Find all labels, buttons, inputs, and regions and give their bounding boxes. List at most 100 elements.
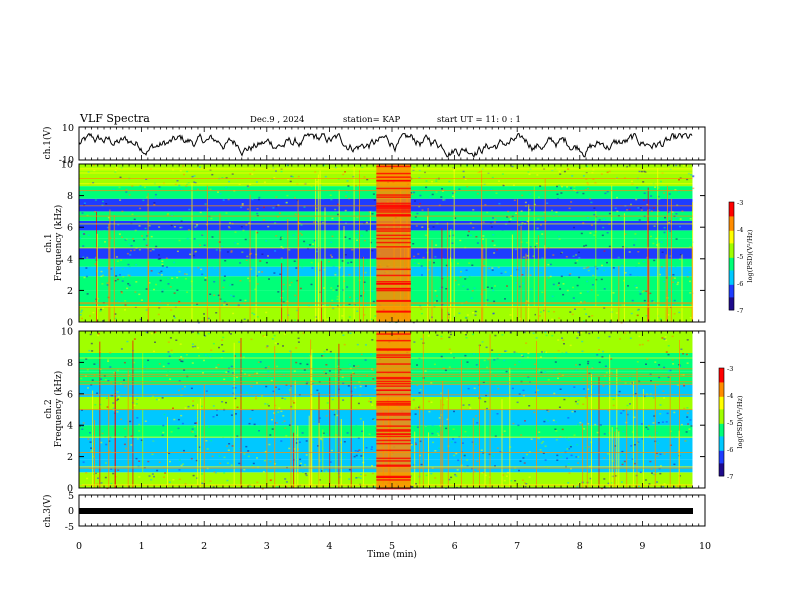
- spectrogram-streak: [647, 187, 649, 322]
- spectrogram-speckle: [256, 457, 258, 459]
- spectrogram-speckle: [521, 274, 524, 276]
- spectrogram-speckle: [527, 164, 530, 166]
- spectrogram-streak: [294, 380, 296, 488]
- spectrogram-streak: [297, 199, 299, 322]
- spectrogram-speckle: [225, 212, 228, 214]
- spectrogram-speckle: [662, 288, 664, 290]
- spectrogram-speckle: [258, 196, 261, 199]
- spectrogram-speckle: [246, 289, 249, 291]
- spectrogram-speckle: [585, 244, 588, 247]
- spectrogram-speckle: [267, 376, 270, 378]
- spectrogram-speckle: [124, 385, 127, 388]
- spectrogram-speckle: [457, 459, 460, 462]
- spectrogram-speckle: [79, 425, 82, 427]
- spectrogram-streak: [485, 238, 487, 322]
- spectrogram-speckle: [451, 195, 454, 198]
- spectrogram-speckle: [563, 170, 566, 173]
- spectrogram-speckle: [242, 461, 245, 463]
- spectrogram-speckle: [360, 429, 362, 431]
- spectrogram-speckle: [411, 485, 414, 488]
- spectrogram-speckle: [502, 184, 505, 187]
- spectrogram-streak: [481, 170, 483, 322]
- spectrogram-burst-line: [376, 241, 411, 244]
- spectrogram-speckle: [203, 273, 205, 276]
- spectrogram-speckle: [482, 381, 485, 383]
- spectrogram-speckle: [474, 314, 477, 316]
- spectrogram-speckle: [640, 209, 643, 211]
- spectrogram-speckle: [331, 235, 334, 238]
- spectrogram-speckle: [344, 222, 347, 225]
- spectrogram-speckle: [238, 183, 241, 186]
- spectrogram-speckle: [121, 268, 124, 270]
- spectrogram-speckle: [273, 272, 276, 274]
- spectrogram-speckle: [262, 219, 265, 221]
- spectrogram-speckle: [360, 234, 363, 237]
- spectrogram-speckle: [583, 267, 586, 269]
- spectrogram-speckle: [204, 279, 207, 281]
- spectrogram-speckle: [180, 319, 183, 321]
- spectrogram-speckle: [421, 226, 424, 228]
- spectrogram-speckle: [85, 267, 88, 269]
- spectrogram-speckle: [436, 350, 439, 352]
- time-axis-tick-labels: 0 1 2 3 4 5 6 7 8 9 10: [76, 541, 711, 552]
- spectrogram-speckle: [629, 295, 632, 298]
- ch1-spectrogram-ylabel: Frequency (kHz): [53, 205, 64, 282]
- spectrogram-speckle: [638, 290, 641, 293]
- spectrogram-burst-line: [376, 333, 411, 335]
- spectrogram-speckle: [566, 355, 569, 357]
- spectrogram-streak: [350, 373, 352, 488]
- spectrogram-speckle: [279, 238, 282, 241]
- spectrogram-speckle: [231, 445, 234, 447]
- spectrogram-speckle: [603, 457, 606, 459]
- spectrogram-speckle: [515, 212, 518, 214]
- spectrogram-speckle: [93, 169, 96, 172]
- spectrogram-speckle: [366, 221, 368, 224]
- spectrogram-speckle: [115, 166, 118, 169]
- spectrogram-speckle: [196, 224, 199, 226]
- spectrogram-speckle: [201, 273, 204, 276]
- spectrogram-speckle: [80, 397, 83, 399]
- xtick-label: 9: [639, 541, 645, 552]
- spectrogram-speckle: [420, 338, 423, 340]
- spectrogram-streak: [219, 213, 221, 322]
- spectrogram-speckle: [575, 295, 578, 298]
- spectrogram-speckle: [279, 212, 281, 215]
- spectrogram-speckle: [449, 333, 452, 336]
- spectrogram-speckle: [482, 221, 485, 223]
- spectrogram-speckle: [669, 220, 672, 222]
- spectrogram-speckle: [341, 260, 344, 262]
- spectrogram-speckle: [555, 439, 558, 441]
- spectrogram-speckle: [553, 311, 556, 313]
- colorbar-step: [729, 239, 734, 242]
- spectrogram-speckle: [492, 234, 495, 236]
- spectrogram-speckle: [295, 442, 298, 444]
- spectrogram-speckle: [557, 339, 560, 341]
- spectrogram-speckle: [312, 243, 315, 245]
- spectrogram-speckle: [154, 197, 157, 199]
- spectrogram-speckle: [515, 251, 517, 253]
- spectrogram-speckle: [687, 423, 690, 425]
- spectrogram-speckle: [221, 245, 224, 248]
- spectrogram-speckle: [301, 426, 303, 428]
- spectrogram-speckle: [355, 185, 357, 187]
- spectrogram-speckle: [185, 320, 188, 323]
- spectrogram-speckle: [357, 402, 360, 405]
- spectrogram-speckle: [558, 238, 561, 240]
- spectrogram-speckle: [652, 422, 655, 424]
- spectrogram-speckle: [280, 440, 283, 442]
- spectrogram-speckle: [227, 449, 230, 451]
- colorbar-step: [729, 304, 734, 307]
- spectrogram-speckle: [590, 289, 593, 291]
- spectrogram-speckle: [521, 378, 524, 381]
- spectrogram-speckle: [114, 299, 117, 302]
- spectrogram-speckle: [338, 476, 341, 478]
- spectrogram-speckle: [410, 258, 413, 261]
- spectrogram-speckle: [476, 422, 479, 424]
- spectrogram-speckle: [537, 363, 540, 366]
- spectrogram-speckle: [620, 412, 623, 414]
- spectrogram-streak: [618, 431, 620, 488]
- spectrogram-speckle: [195, 459, 198, 462]
- spectrogram-speckle: [663, 468, 666, 470]
- spectrogram-speckle: [126, 252, 129, 255]
